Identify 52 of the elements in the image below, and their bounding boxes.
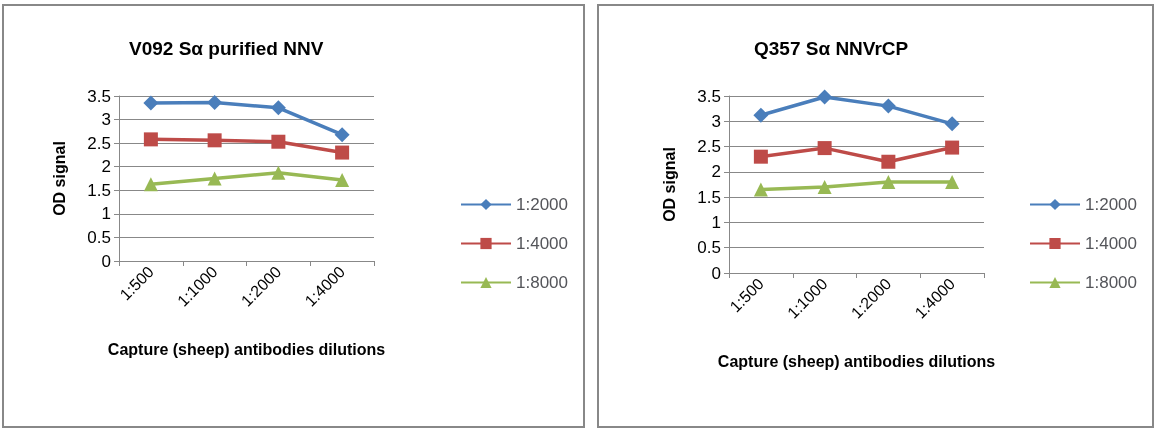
x-axis-title: Capture (sheep) antibodies dilutions	[107, 340, 386, 358]
y-tick-label: 2.5	[697, 137, 721, 157]
point	[143, 95, 159, 111]
point	[881, 174, 896, 189]
y-tick-label: 3.5	[87, 86, 111, 106]
legend-label: 1:2000	[516, 195, 568, 214]
point	[271, 165, 286, 180]
chart-title: Q357 Sα NNVrCP	[754, 38, 909, 59]
point	[944, 116, 960, 132]
point	[207, 95, 223, 111]
legend-label: 1:4000	[1085, 234, 1137, 253]
point	[143, 177, 158, 192]
y-axis-title: OD signal	[50, 141, 68, 216]
point	[945, 140, 960, 155]
point	[143, 132, 158, 147]
y-axis-title: OD signal	[660, 147, 678, 222]
y-tick-label: 1	[101, 204, 111, 224]
point	[880, 98, 896, 114]
y-tick-label: 3	[711, 111, 721, 131]
legend-label: 1:4000	[516, 234, 568, 253]
point	[753, 149, 768, 164]
point	[207, 133, 222, 148]
y-tick-label: 1.5	[87, 180, 111, 200]
y-tick-label: 1.5	[697, 187, 721, 207]
point	[334, 127, 350, 143]
point	[753, 107, 769, 123]
y-tick-label: 3	[101, 110, 111, 130]
y-tick-label: 3.5	[697, 86, 721, 106]
legend-label: 1:8000	[516, 273, 568, 292]
point	[335, 145, 350, 160]
point	[271, 134, 286, 149]
point	[335, 172, 350, 187]
y-tick-label: 0.5	[697, 238, 721, 258]
y-tick-label: 0	[101, 251, 111, 271]
legend-label: 1:8000	[1085, 273, 1137, 292]
point	[817, 180, 832, 195]
y-tick-label: 2	[101, 157, 111, 177]
y-tick-label: 0	[711, 263, 721, 283]
point	[945, 174, 960, 189]
legend-label: 1:2000	[1085, 195, 1137, 214]
y-tick-label: 2.5	[87, 133, 111, 153]
point	[881, 154, 896, 169]
point	[753, 182, 768, 197]
point	[207, 171, 222, 186]
point	[817, 141, 832, 156]
y-tick-label: 0.5	[87, 227, 111, 247]
chart-title: V092 Sα purified NNV	[129, 38, 324, 59]
y-tick-label: 1	[711, 212, 721, 232]
point	[817, 89, 833, 105]
x-axis-title: Capture (sheep) antibodies dilutions	[717, 352, 996, 370]
y-tick-label: 2	[711, 162, 721, 182]
point	[270, 100, 286, 116]
